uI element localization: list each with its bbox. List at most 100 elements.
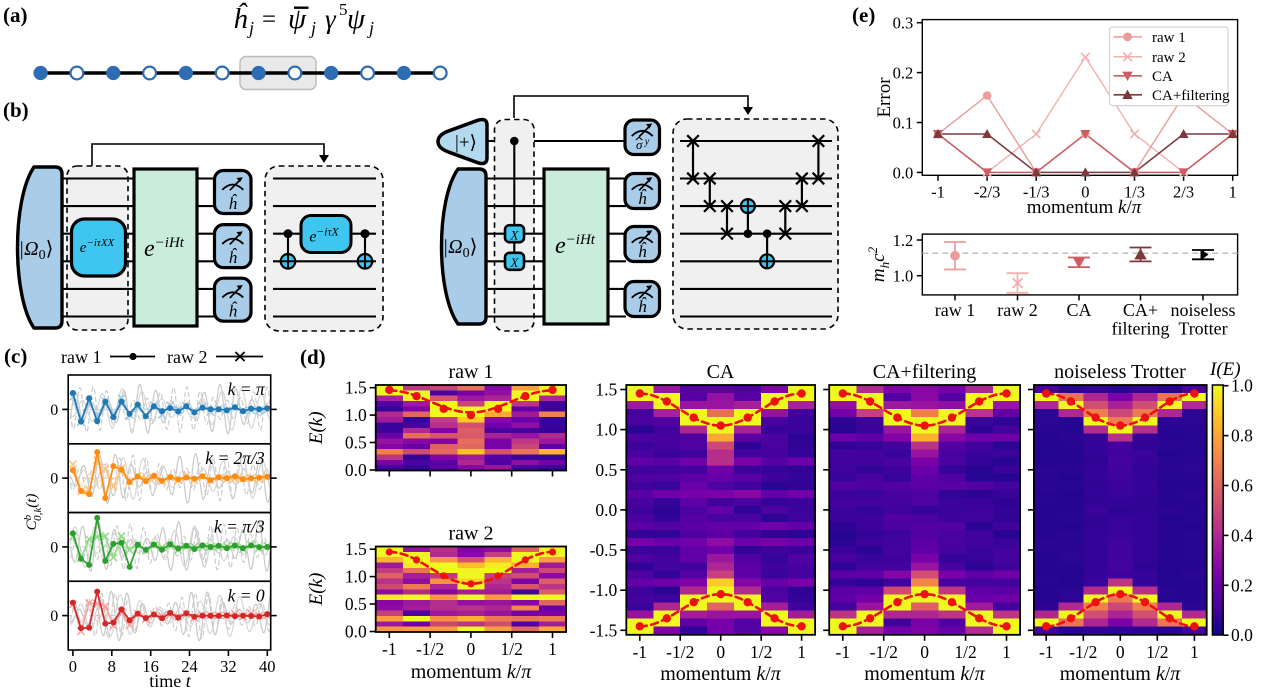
svg-text:0: 0	[920, 642, 929, 662]
svg-text:1.5: 1.5	[345, 539, 367, 559]
svg-text:X: X	[510, 255, 520, 270]
svg-text:0: 0	[1116, 642, 1125, 662]
svg-text:Cb0,k(t): Cb0,k(t)	[22, 494, 44, 531]
svg-text:0: 0	[1081, 182, 1089, 201]
svg-text:(a): (a)	[3, 3, 28, 27]
svg-text:=: =	[262, 6, 276, 33]
svg-text:32: 32	[220, 657, 237, 676]
svg-text:1: 1	[797, 642, 806, 662]
svg-text:raw 2: raw 2	[1152, 50, 1186, 66]
svg-text:0.0: 0.0	[595, 500, 617, 520]
svg-text:1: 1	[1002, 642, 1011, 662]
svg-text:ĥ: ĥ	[638, 189, 647, 208]
svg-text:1.0: 1.0	[595, 420, 617, 440]
svg-text:1/2: 1/2	[1146, 642, 1168, 662]
svg-text:0.0: 0.0	[893, 163, 914, 182]
svg-text:5: 5	[339, 0, 348, 19]
svg-text:0.1: 0.1	[893, 114, 914, 133]
svg-text:0: 0	[716, 642, 725, 662]
svg-text:|+⟩: |+⟩	[455, 133, 477, 154]
svg-text:0.6: 0.6	[1231, 476, 1253, 496]
svg-text:raw 2: raw 2	[167, 347, 207, 367]
svg-text:(d): (d)	[300, 345, 326, 369]
svg-text:-1: -1	[836, 642, 851, 662]
svg-text:-1: -1	[632, 642, 647, 662]
svg-text:|Ω0⟩: |Ω0⟩	[19, 238, 54, 263]
svg-text:(b): (b)	[3, 98, 29, 122]
svg-text:0.2: 0.2	[1231, 575, 1253, 595]
svg-text:0.0: 0.0	[345, 621, 367, 641]
svg-text:k = π: k = π	[228, 379, 266, 399]
svg-text:k = 0: k = 0	[228, 585, 265, 605]
svg-text:0: 0	[467, 639, 476, 659]
svg-text:(e): (e)	[852, 3, 875, 27]
svg-text:1: 1	[548, 639, 557, 659]
svg-text:1/2: 1/2	[750, 642, 772, 662]
svg-text:CA: CA	[1066, 300, 1091, 320]
svg-text:ψ: ψ	[288, 3, 307, 35]
svg-text:0.5: 0.5	[595, 460, 617, 480]
svg-text:-1/2: -1/2	[1069, 642, 1097, 662]
svg-text:-1: -1	[382, 639, 397, 659]
svg-text:γ: γ	[325, 4, 337, 34]
svg-text:0: 0	[50, 608, 58, 625]
svg-text:0.2: 0.2	[893, 64, 914, 83]
svg-text:1.0: 1.0	[345, 405, 367, 425]
svg-text:16: 16	[142, 657, 159, 676]
svg-text:0.8: 0.8	[1231, 426, 1253, 446]
svg-text:k = 2π/3: k = 2π/3	[205, 448, 265, 468]
svg-text:8: 8	[108, 657, 116, 676]
svg-text:X: X	[510, 228, 520, 243]
svg-text:-0.5: -0.5	[590, 540, 618, 560]
svg-text:0: 0	[69, 657, 77, 676]
svg-text:1.5: 1.5	[345, 378, 367, 398]
svg-text:j: j	[367, 18, 374, 38]
svg-text:ĥ: ĥ	[233, 2, 248, 35]
svg-text:time t: time t	[149, 671, 192, 691]
svg-text:40: 40	[259, 657, 276, 676]
svg-text:0.5: 0.5	[345, 433, 367, 453]
svg-text:ĥ: ĥ	[638, 242, 647, 261]
svg-text:-1.5: -1.5	[590, 620, 618, 640]
svg-text:ĥ: ĥ	[229, 248, 238, 267]
svg-text:0.0: 0.0	[345, 460, 367, 480]
svg-text:-1/2: -1/2	[870, 642, 898, 662]
svg-text:E(k): E(k)	[306, 573, 327, 607]
svg-text:1.0: 1.0	[893, 267, 914, 286]
svg-text:momentum k/π: momentum k/π	[411, 661, 533, 683]
svg-text:filtering: filtering	[1112, 319, 1170, 339]
svg-text:raw 1: raw 1	[1152, 30, 1186, 46]
svg-text:ψ: ψ	[347, 3, 366, 35]
svg-text:ĥ: ĥ	[229, 302, 238, 321]
svg-text:CA+filtering: CA+filtering	[873, 361, 977, 383]
svg-text:raw 2: raw 2	[997, 300, 1037, 320]
svg-text:-1/3: -1/3	[1023, 182, 1050, 201]
svg-text:0: 0	[50, 471, 58, 488]
svg-text:-1/2: -1/2	[416, 639, 444, 659]
svg-text:CA+filtering: CA+filtering	[1152, 88, 1230, 104]
svg-text:I(E): I(E)	[1209, 359, 1241, 380]
svg-text:ĥ: ĥ	[229, 194, 238, 213]
svg-text:raw 1: raw 1	[935, 300, 975, 320]
svg-text:raw 1: raw 1	[449, 361, 494, 383]
svg-text:0.3: 0.3	[893, 14, 914, 33]
svg-text:1/2: 1/2	[954, 642, 976, 662]
svg-text:(c): (c)	[4, 344, 27, 368]
svg-text:0: 0	[50, 539, 58, 556]
svg-text:ĥ: ĥ	[638, 297, 647, 316]
svg-text:Error: Error	[874, 77, 895, 118]
svg-text:1.2: 1.2	[893, 231, 914, 250]
svg-text:σ: σ	[636, 137, 643, 152]
svg-text:1/3: 1/3	[1124, 182, 1145, 201]
svg-text:24: 24	[181, 657, 198, 676]
svg-text:momentum k/π: momentum k/π	[1027, 197, 1142, 218]
svg-text:Trotter: Trotter	[1178, 319, 1227, 339]
svg-text:CA+: CA+	[1123, 300, 1158, 320]
svg-text:mhc2: mhc2	[865, 246, 892, 282]
svg-text:1/2: 1/2	[501, 639, 523, 659]
svg-text:momentum k/π: momentum k/π	[1060, 663, 1182, 685]
svg-text:1.0: 1.0	[1231, 376, 1253, 396]
svg-text:0.0: 0.0	[1231, 625, 1253, 645]
svg-text:momentum k/π: momentum k/π	[660, 663, 782, 685]
svg-text:noiseless: noiseless	[1171, 300, 1236, 320]
